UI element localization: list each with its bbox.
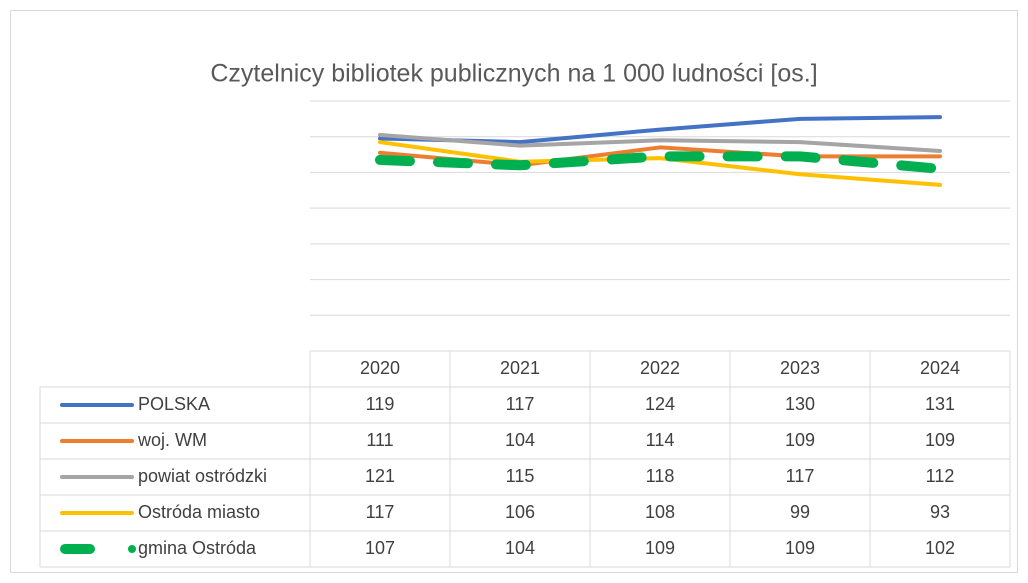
legend-label: woj. WM (137, 430, 207, 450)
table-value: 104 (505, 430, 535, 450)
series-line (375, 151, 945, 174)
table-value: 109 (785, 538, 815, 558)
x-tick-label: 2020 (360, 358, 400, 378)
x-tick-label: 2023 (780, 358, 820, 378)
table-value: 130 (785, 394, 815, 414)
table-value: 114 (646, 430, 675, 450)
table-value: 93 (930, 502, 950, 522)
table-value: 131 (925, 394, 955, 414)
legend-label: powiat ostródzki (138, 466, 267, 486)
table-value: 104 (505, 538, 535, 558)
table-value: 111 (366, 430, 393, 450)
legend-label: POLSKA (138, 394, 210, 414)
series-line (378, 132, 942, 153)
table-value: 102 (925, 538, 955, 558)
x-tick-label: 2024 (920, 358, 960, 378)
table-value: 124 (645, 394, 675, 414)
table-value: 108 (645, 502, 675, 522)
legend-key (128, 545, 136, 553)
chart-title: Czytelnicy bibliotek publicznych na 1 00… (210, 60, 817, 88)
series-line (378, 140, 942, 187)
table-value: 118 (646, 466, 675, 486)
table-value: 106 (505, 502, 535, 522)
table-value: 109 (645, 538, 675, 558)
table-value: 115 (506, 466, 535, 486)
table-value: 121 (365, 466, 395, 486)
table-value: 117 (366, 502, 395, 522)
table-value: 99 (790, 502, 810, 522)
x-tick-label: 2021 (500, 358, 540, 378)
table-value: 119 (366, 394, 395, 414)
table-value: 117 (506, 394, 535, 414)
table-value: 112 (926, 466, 955, 486)
table-value: 109 (785, 430, 815, 450)
legend-label: Ostróda miasto (138, 502, 260, 522)
table-value: 107 (365, 538, 395, 558)
table-value: 117 (786, 466, 815, 486)
chart-border (10, 10, 1018, 573)
table-value: 109 (925, 430, 955, 450)
legend-label: gmina Ostróda (138, 538, 257, 558)
x-tick-label: 2022 (640, 358, 680, 378)
